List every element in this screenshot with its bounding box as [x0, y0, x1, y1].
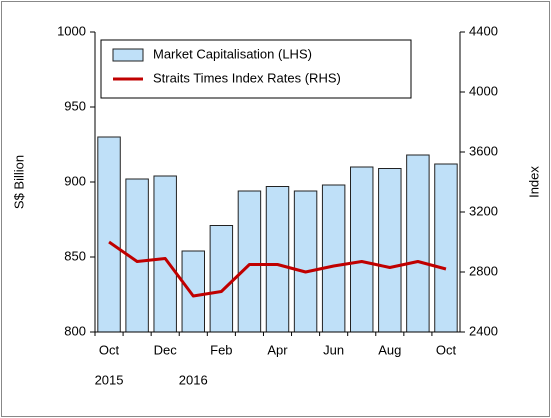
- y2-tick-label: 2400: [469, 323, 498, 338]
- y2-tick-label: 4400: [469, 23, 498, 38]
- bar: [237, 190, 262, 333]
- y2-axis-label: Index: [526, 166, 541, 198]
- bar: [293, 190, 318, 333]
- year-label: 2015: [95, 372, 124, 387]
- line: [108, 240, 447, 298]
- y2-tick-label: 4000: [469, 83, 498, 98]
- y-tick-label: 1000: [57, 23, 86, 38]
- y-tick-label: 800: [64, 323, 86, 338]
- bar: [321, 184, 346, 333]
- legend-box: [100, 39, 412, 99]
- y-tick-label: 850: [64, 248, 86, 263]
- bar: [97, 136, 121, 333]
- bar: [350, 166, 374, 333]
- y-tick-label: 950: [64, 98, 86, 113]
- y2-tick-label: 3200: [469, 203, 498, 218]
- year-label: 2016: [179, 372, 208, 387]
- bar: [209, 225, 234, 333]
- bar: [153, 175, 177, 333]
- x-tick-label: Aug: [378, 342, 401, 357]
- x-tick-label: Feb: [210, 342, 232, 357]
- bar: [181, 250, 206, 333]
- x-tick-label: Apr: [267, 342, 288, 357]
- x-tick-label: Oct: [436, 342, 457, 357]
- bar: [406, 154, 430, 333]
- x-tick-label: Oct: [99, 342, 120, 357]
- legend-label: Straits Times Index Rates (RHS): [153, 70, 341, 85]
- x-tick-label: Jun: [323, 342, 344, 357]
- x-tick-label: Dec: [154, 342, 178, 357]
- bar: [434, 163, 458, 333]
- y2-tick-label: 2800: [469, 263, 498, 278]
- y-tick-label: 900: [64, 173, 86, 188]
- legend-label: Market Capitalisation (LHS): [153, 46, 312, 61]
- legend-swatch: [112, 48, 144, 62]
- y-axis-label: S$ Billion: [11, 155, 26, 209]
- bar: [378, 168, 402, 333]
- bar: [265, 186, 290, 333]
- y2-tick-label: 3600: [469, 143, 498, 158]
